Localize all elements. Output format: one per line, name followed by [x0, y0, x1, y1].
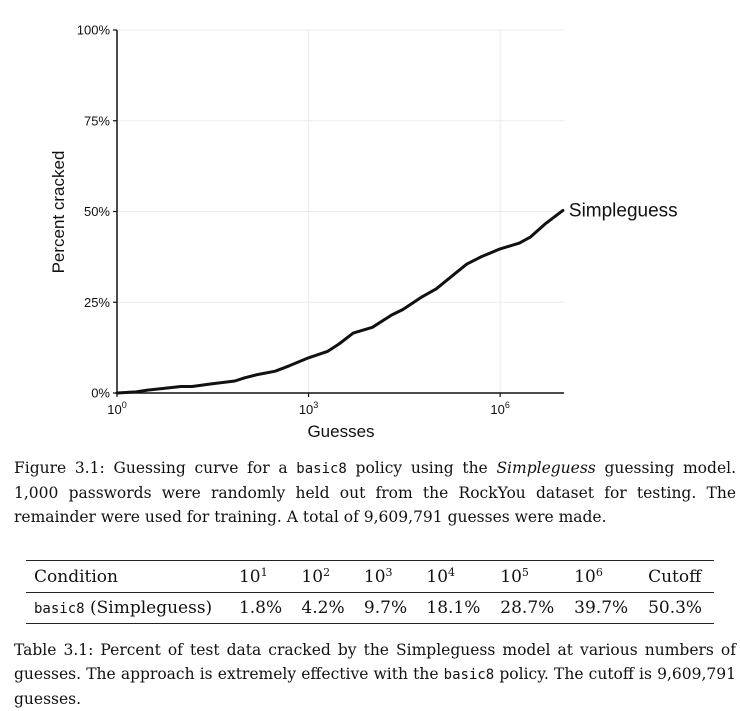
x-tick-label: 106	[490, 400, 509, 417]
guessing-curve-chart: 0% 25% 50% 75% 100% 100 103 106 Simpleguess Gu…	[49, 23, 678, 442]
y-tick-label: 50%	[84, 204, 110, 219]
table-value-cell: 39.7%	[574, 598, 629, 618]
table-value-cell: 18.1%	[426, 598, 481, 618]
figure-caption: Figure 3.1: Guessing curve for a basic8 …	[14, 459, 736, 526]
table-header-cell: Cutoff	[648, 566, 702, 587]
table-header-cell: 103	[363, 566, 393, 587]
table-header-cell: Condition	[34, 566, 118, 587]
y-tick-labels: 0% 25% 50% 75% 100%	[77, 23, 111, 401]
condition-cell: basic8 (Simpleguess)	[34, 598, 213, 618]
x-axis-label: Guesses	[307, 422, 374, 441]
table-caption: Table 3.1: Percent of test data cracked …	[14, 641, 736, 708]
table-header-row: Condition 101 102 103 104 105 106 Cutoff	[26, 561, 714, 593]
table-value-cell: 4.2%	[301, 598, 345, 618]
x-tick-label: 103	[299, 400, 318, 417]
table-value-cell: 9.7%	[363, 598, 408, 618]
series-line	[115, 208, 565, 395]
table-header-cell: 104	[426, 566, 456, 587]
results-table: Condition 101 102 103 104 105 106 Cutoff basic8…	[26, 560, 714, 624]
x-tick-labels: 100 103 106	[107, 400, 510, 417]
table-header-cell: 105	[500, 566, 529, 587]
y-tick-label: 100%	[77, 23, 111, 38]
table-row: basic8 (Simpleguess) 1.8% 4.2% 9.7% 18.1% 28…	[26, 593, 714, 624]
chart-grid	[116, 29, 564, 394]
y-tick-label: 25%	[84, 295, 110, 310]
x-tick-label: 100	[107, 400, 126, 417]
series-layer: Simpleguess	[115, 200, 678, 395]
chart-axes	[113, 29, 564, 397]
table-header-cell: 106	[574, 566, 603, 587]
y-axis-label: Percent cracked	[49, 151, 68, 274]
table-value-cell: 1.8%	[238, 598, 283, 618]
table-value-cell: 28.7%	[500, 598, 555, 618]
y-tick-label: 0%	[91, 386, 110, 401]
table-header-cell: 101	[238, 566, 268, 587]
series-label: Simpleguess	[569, 200, 678, 221]
y-tick-label: 75%	[84, 113, 110, 128]
table-value-cell: 50.3%	[648, 598, 703, 618]
table-header-cell: 102	[301, 566, 331, 587]
